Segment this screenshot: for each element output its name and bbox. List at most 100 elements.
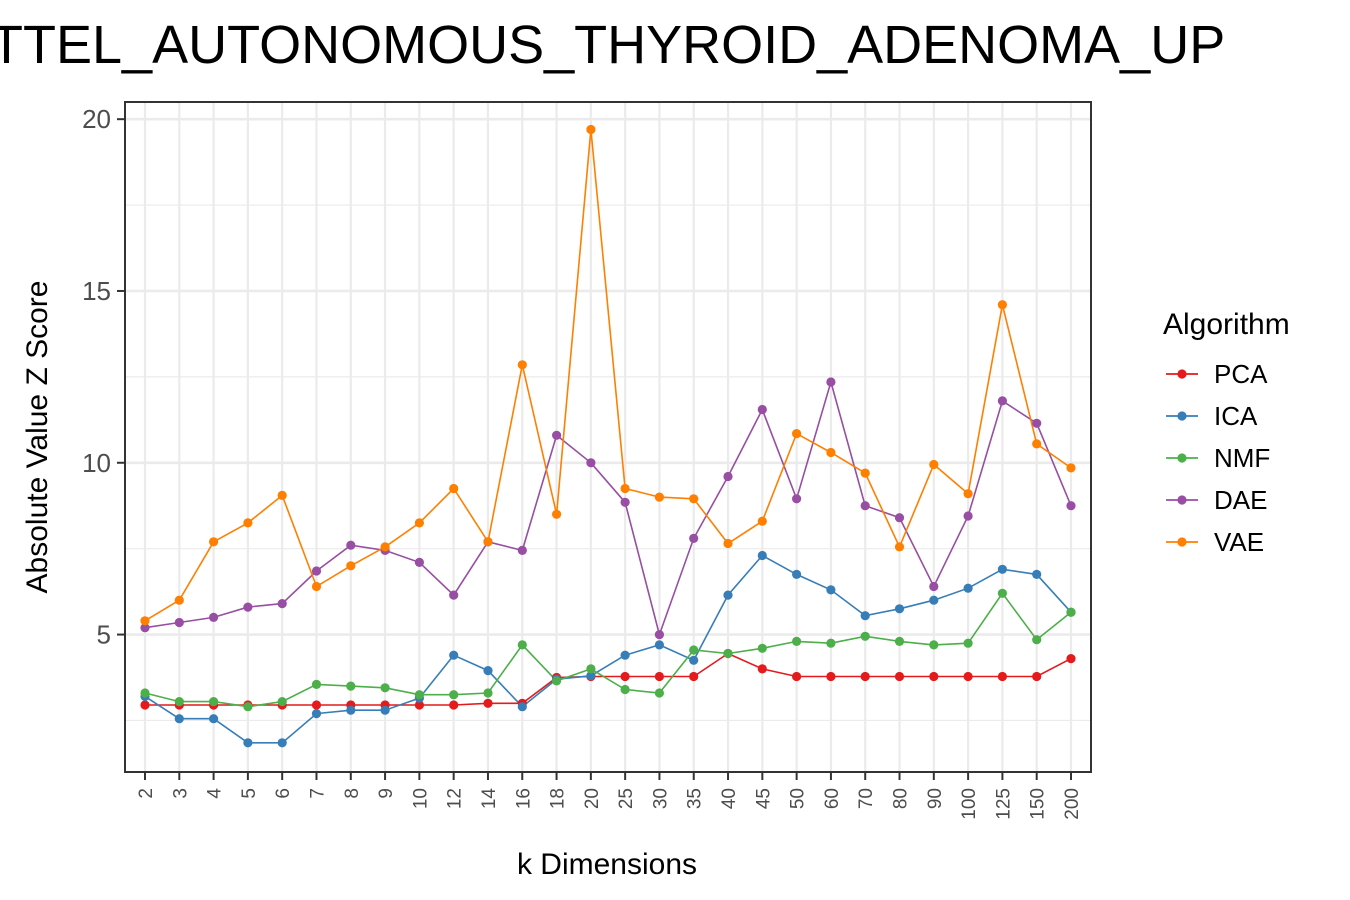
data-point-nmf [174,697,184,707]
data-point-ica [517,702,527,712]
data-point-dae [140,623,150,633]
data-point-vae [1032,439,1042,449]
data-point-nmf [826,638,836,648]
data-point-vae [277,490,287,500]
data-point-nmf [860,631,870,641]
data-point-dae [243,602,253,612]
data-point-nmf [449,690,459,700]
data-point-nmf [894,636,905,647]
data-point-pca [689,671,699,682]
data-point-pca [792,671,802,682]
data-point-dae [552,430,562,440]
data-point-vae [552,509,562,519]
data-point-ica [243,738,253,748]
data-point-vae [483,537,493,547]
legend-item-ica: ICA [1166,401,1258,431]
data-point-nmf [1066,607,1076,617]
x-tick-label: 18 [548,788,569,809]
y-tick-label: 10 [82,448,111,478]
x-tick-label: 125 [993,788,1014,820]
y-tick-label: 20 [82,104,111,134]
data-point-vae [929,459,939,470]
data-point-ica [826,585,836,595]
data-point-pca [654,671,665,682]
series-line-nmf [144,591,1072,708]
data-point-ica [380,705,390,715]
data-point-ica [586,671,596,681]
data-point-ica [792,569,802,580]
data-point-nmf [963,638,973,648]
x-tick-label: 16 [513,788,534,809]
data-point-dae [517,545,527,556]
data-point-nmf [483,688,493,698]
x-tick-label: 40 [719,788,740,809]
data-point-ica [483,666,493,676]
data-point-nmf [929,640,939,650]
data-point-pca [997,671,1008,682]
data-point-dae [860,501,870,511]
data-point-nmf [1032,635,1042,645]
x-tick-label: 4 [205,788,226,799]
x-tick-label: 90 [925,788,946,809]
data-point-nmf [792,636,802,647]
x-tick-label: 12 [445,788,466,809]
data-point-ica [860,611,870,621]
legend-key-point [1177,411,1187,421]
data-point-dae [689,533,699,544]
data-point-pca [894,671,905,682]
data-point-vae [517,360,527,370]
x-tick-label: 60 [822,788,843,809]
legend-key-point [1177,453,1187,463]
data-point-ica [449,650,459,660]
y-tick-label: 15 [82,276,111,306]
data-point-nmf [380,683,390,693]
data-point-vae [449,483,459,494]
data-point-vae [689,494,699,504]
data-point-dae [586,458,596,468]
data-point-nmf [586,664,596,674]
data-point-ica [723,590,733,600]
data-point-nmf [620,684,630,695]
data-point-dae [997,396,1008,406]
x-tick-label: 45 [753,788,774,809]
x-tick-label: 2 [136,788,157,799]
data-point-ica [929,595,939,605]
data-point-ica [620,650,630,660]
data-point-pca [757,664,767,674]
data-point-vae [346,561,356,571]
data-point-ica [174,714,184,724]
series-line-dae [144,379,1072,638]
data-point-pca [929,671,939,682]
series-line-vae [144,129,1072,622]
data-point-vae [757,516,767,526]
data-point-dae [311,566,322,576]
data-point-dae [826,377,836,387]
data-point-dae [449,590,459,600]
plot-background [125,102,1091,772]
legend-label: DAE [1214,485,1267,515]
data-point-ica [894,604,905,614]
data-point-pca [449,700,459,710]
x-tick-label: 3 [170,788,191,799]
data-point-dae [1066,501,1076,511]
data-point-nmf [654,688,665,698]
data-point-dae [346,540,356,550]
x-axis-title: k Dimensions [517,848,697,881]
legend-label: NMF [1214,443,1270,473]
data-point-nmf [414,690,424,700]
x-tick-label: 7 [307,788,328,799]
data-point-pca [483,698,493,708]
data-point-vae [586,124,596,135]
data-point-nmf [723,648,733,659]
x-tick-label: 20 [582,788,603,809]
legend-item-vae: VAE [1166,527,1264,557]
data-point-nmf [140,688,150,698]
data-point-vae [997,300,1008,310]
data-point-nmf [209,697,219,707]
data-point-vae [620,483,630,494]
data-point-pca [311,700,322,710]
data-point-ica [654,640,665,650]
y-axis: 5 10 15 20 [82,104,125,650]
data-point-vae [654,492,665,502]
